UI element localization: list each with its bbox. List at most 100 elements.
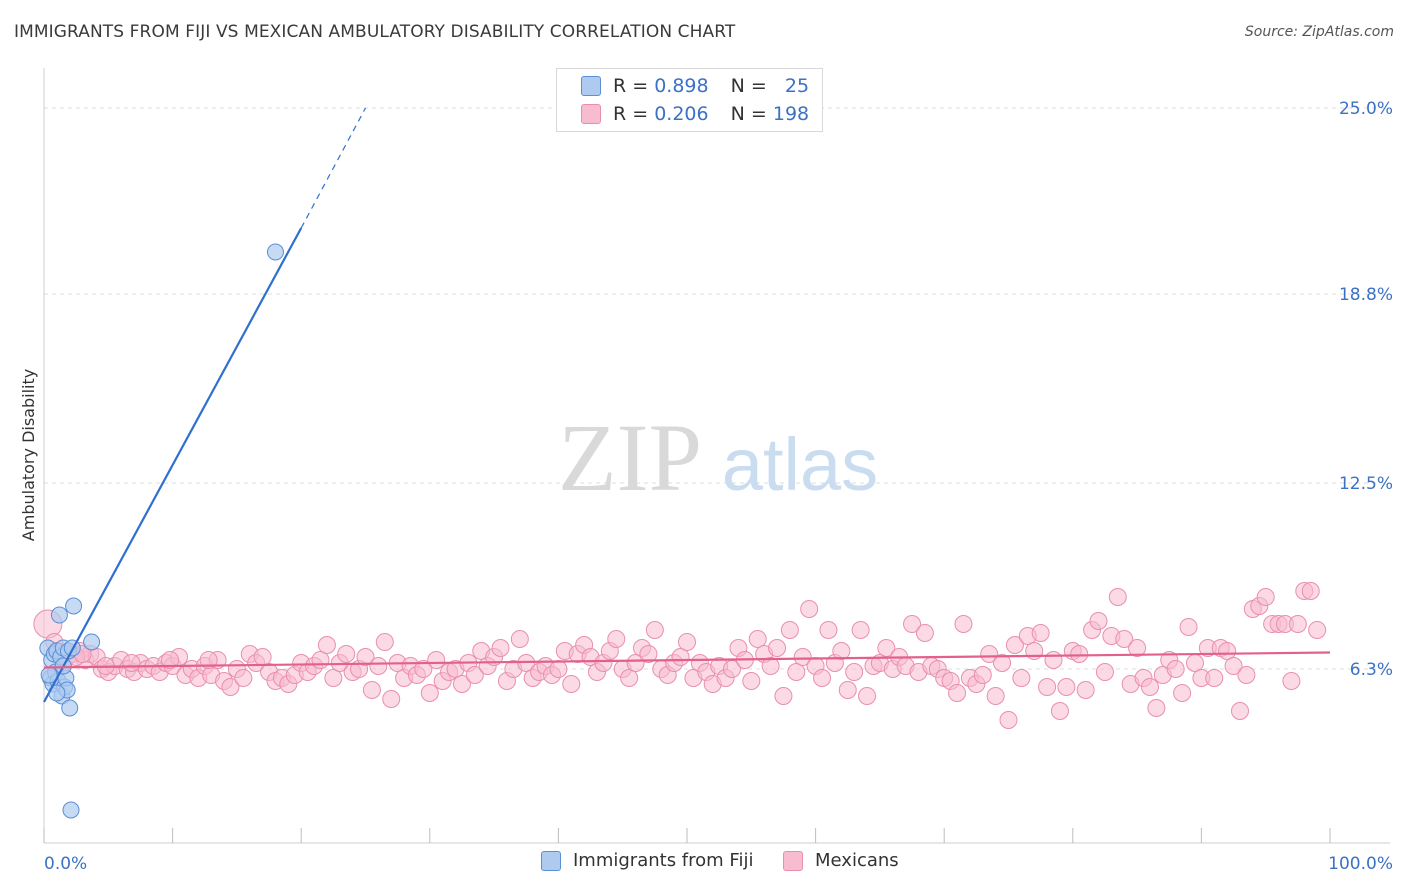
- mexicans-point: [199, 651, 218, 669]
- mexicans-swatch: [783, 850, 803, 871]
- mexicans-point: [337, 645, 356, 663]
- mexicans-point: [742, 672, 761, 690]
- mexicans-point: [903, 615, 922, 633]
- fiji-swatch: [581, 76, 601, 96]
- mexicans-point: [161, 651, 180, 669]
- fiji-point: [266, 243, 284, 261]
- mexicans-point: [311, 651, 330, 669]
- mexicans-point: [768, 639, 787, 657]
- mexicans-point: [324, 669, 343, 687]
- mexicans-point: [1012, 669, 1031, 687]
- mexicans-point: [1185, 654, 1204, 672]
- mexicans-point: [1179, 618, 1198, 636]
- legend-n-label: N =: [730, 75, 767, 97]
- legend-r-label: R =: [613, 75, 649, 97]
- mexicans-point: [761, 657, 780, 675]
- mexicans-point: [1140, 678, 1159, 696]
- mexicans-point: [465, 666, 484, 684]
- mexicans-point: [607, 630, 626, 648]
- watermark: ZIP atlas: [558, 404, 878, 511]
- trendlines: [43, 107, 1331, 703]
- mexicans-point: [671, 648, 690, 666]
- mexicans-point: [362, 681, 381, 699]
- mexicans-point: [1173, 684, 1192, 702]
- legend-mexicans-label: Mexicans: [815, 850, 899, 871]
- gridlines: [44, 107, 1390, 670]
- mexicans-point: [1230, 702, 1249, 720]
- mexicans-point: [980, 645, 999, 663]
- mexicans-point: [620, 669, 639, 687]
- legend-n-value: 198: [772, 103, 810, 125]
- mexicans-point: [1237, 666, 1256, 684]
- mexicans-point: [877, 639, 896, 657]
- y-axis-label: Ambulatory Disability: [19, 369, 38, 541]
- fiji-point: [83, 633, 101, 651]
- mexicans-point: [1089, 612, 1108, 630]
- tick-labels: 6.3% 12.5% 18.8% 25.0% 0.0% 100.0%: [44, 99, 1393, 874]
- mexicans-point: [1044, 651, 1063, 669]
- fiji-point: [61, 699, 79, 717]
- mexicans-point: [491, 639, 510, 657]
- mexicans-point: [1256, 588, 1275, 606]
- legend-fiji-label: Immigrants from Fiji: [573, 850, 754, 871]
- mexicans-point: [234, 669, 253, 687]
- legend-r-value: 0.898: [654, 75, 709, 97]
- legend-row-mexicans: R = 0.206 N = 198: [581, 101, 809, 127]
- mexicans-point: [510, 630, 529, 648]
- source-label: Source: ZipAtlas.com: [1244, 24, 1394, 40]
- mexicans-point: [999, 711, 1018, 729]
- x-tick-label: 100.0%: [1328, 854, 1393, 874]
- legend-r-value: 0.206: [654, 103, 709, 125]
- fiji-trendline: [43, 227, 303, 703]
- legend-item-fiji[interactable]: Immigrants from Fiji: [541, 850, 753, 871]
- mexicans-point: [639, 645, 658, 663]
- mexicans-trendline: [43, 651, 1331, 669]
- legend-item-mexicans[interactable]: Mexicans: [783, 850, 899, 871]
- mexicans-point: [787, 663, 806, 681]
- mexicans-point: [1147, 699, 1166, 717]
- mexicans-point: [1050, 702, 1069, 720]
- correlation-legend: R = 0.898 N = 25 R = 0.206 N = 198: [556, 68, 823, 132]
- mexicans-point: [369, 657, 388, 675]
- fiji-trendline-extension: [300, 107, 367, 229]
- mexicans-point: [414, 660, 433, 678]
- mexicans-point: [948, 684, 967, 702]
- mexicans-point: [819, 621, 838, 639]
- mexicans-point: [845, 663, 864, 681]
- mexicans-point: [993, 654, 1012, 672]
- legend-r-label: R =: [613, 103, 649, 125]
- axes: [43, 68, 1390, 844]
- fiji-point: [50, 606, 68, 624]
- mexicans-point: [1166, 660, 1185, 678]
- mexicans-point: [1224, 657, 1243, 675]
- mexicans-point: [1205, 669, 1224, 687]
- watermark-atlas: atlas: [722, 423, 878, 506]
- legend-row-fiji: R = 0.898 N = 25: [581, 73, 809, 99]
- mexicans-point: [1108, 588, 1127, 606]
- x-tick-label: 0.0%: [44, 854, 87, 874]
- mexicans-point: [562, 675, 581, 693]
- mexicans-point: [858, 687, 877, 705]
- mexicans-point: [986, 687, 1005, 705]
- mexicans-point: [793, 648, 812, 666]
- series-legend: Immigrants from Fiji Mexicans: [0, 850, 1406, 880]
- mexicans-point: [774, 687, 793, 705]
- mexicans-point: [375, 633, 394, 651]
- fiji-point: [62, 801, 80, 819]
- mexicans-point: [1128, 639, 1147, 657]
- mexicans-point: [420, 684, 439, 702]
- mexicans-point: [1115, 630, 1134, 648]
- mexicans-point: [748, 630, 767, 648]
- mexicans-point: [452, 675, 471, 693]
- mexicans-point: [1076, 681, 1095, 699]
- mexicans-point: [221, 678, 240, 696]
- y-tick-label: 25.0%: [1339, 99, 1393, 119]
- mexicans-point: [1095, 663, 1114, 681]
- legend-n-value: 25: [784, 75, 810, 97]
- mexicans-point: [122, 654, 141, 672]
- mexicans-point: [382, 690, 401, 708]
- fiji-swatch: [541, 850, 561, 871]
- y-tick-label: 12.5%: [1339, 474, 1393, 494]
- mexicans-swatch: [581, 104, 601, 124]
